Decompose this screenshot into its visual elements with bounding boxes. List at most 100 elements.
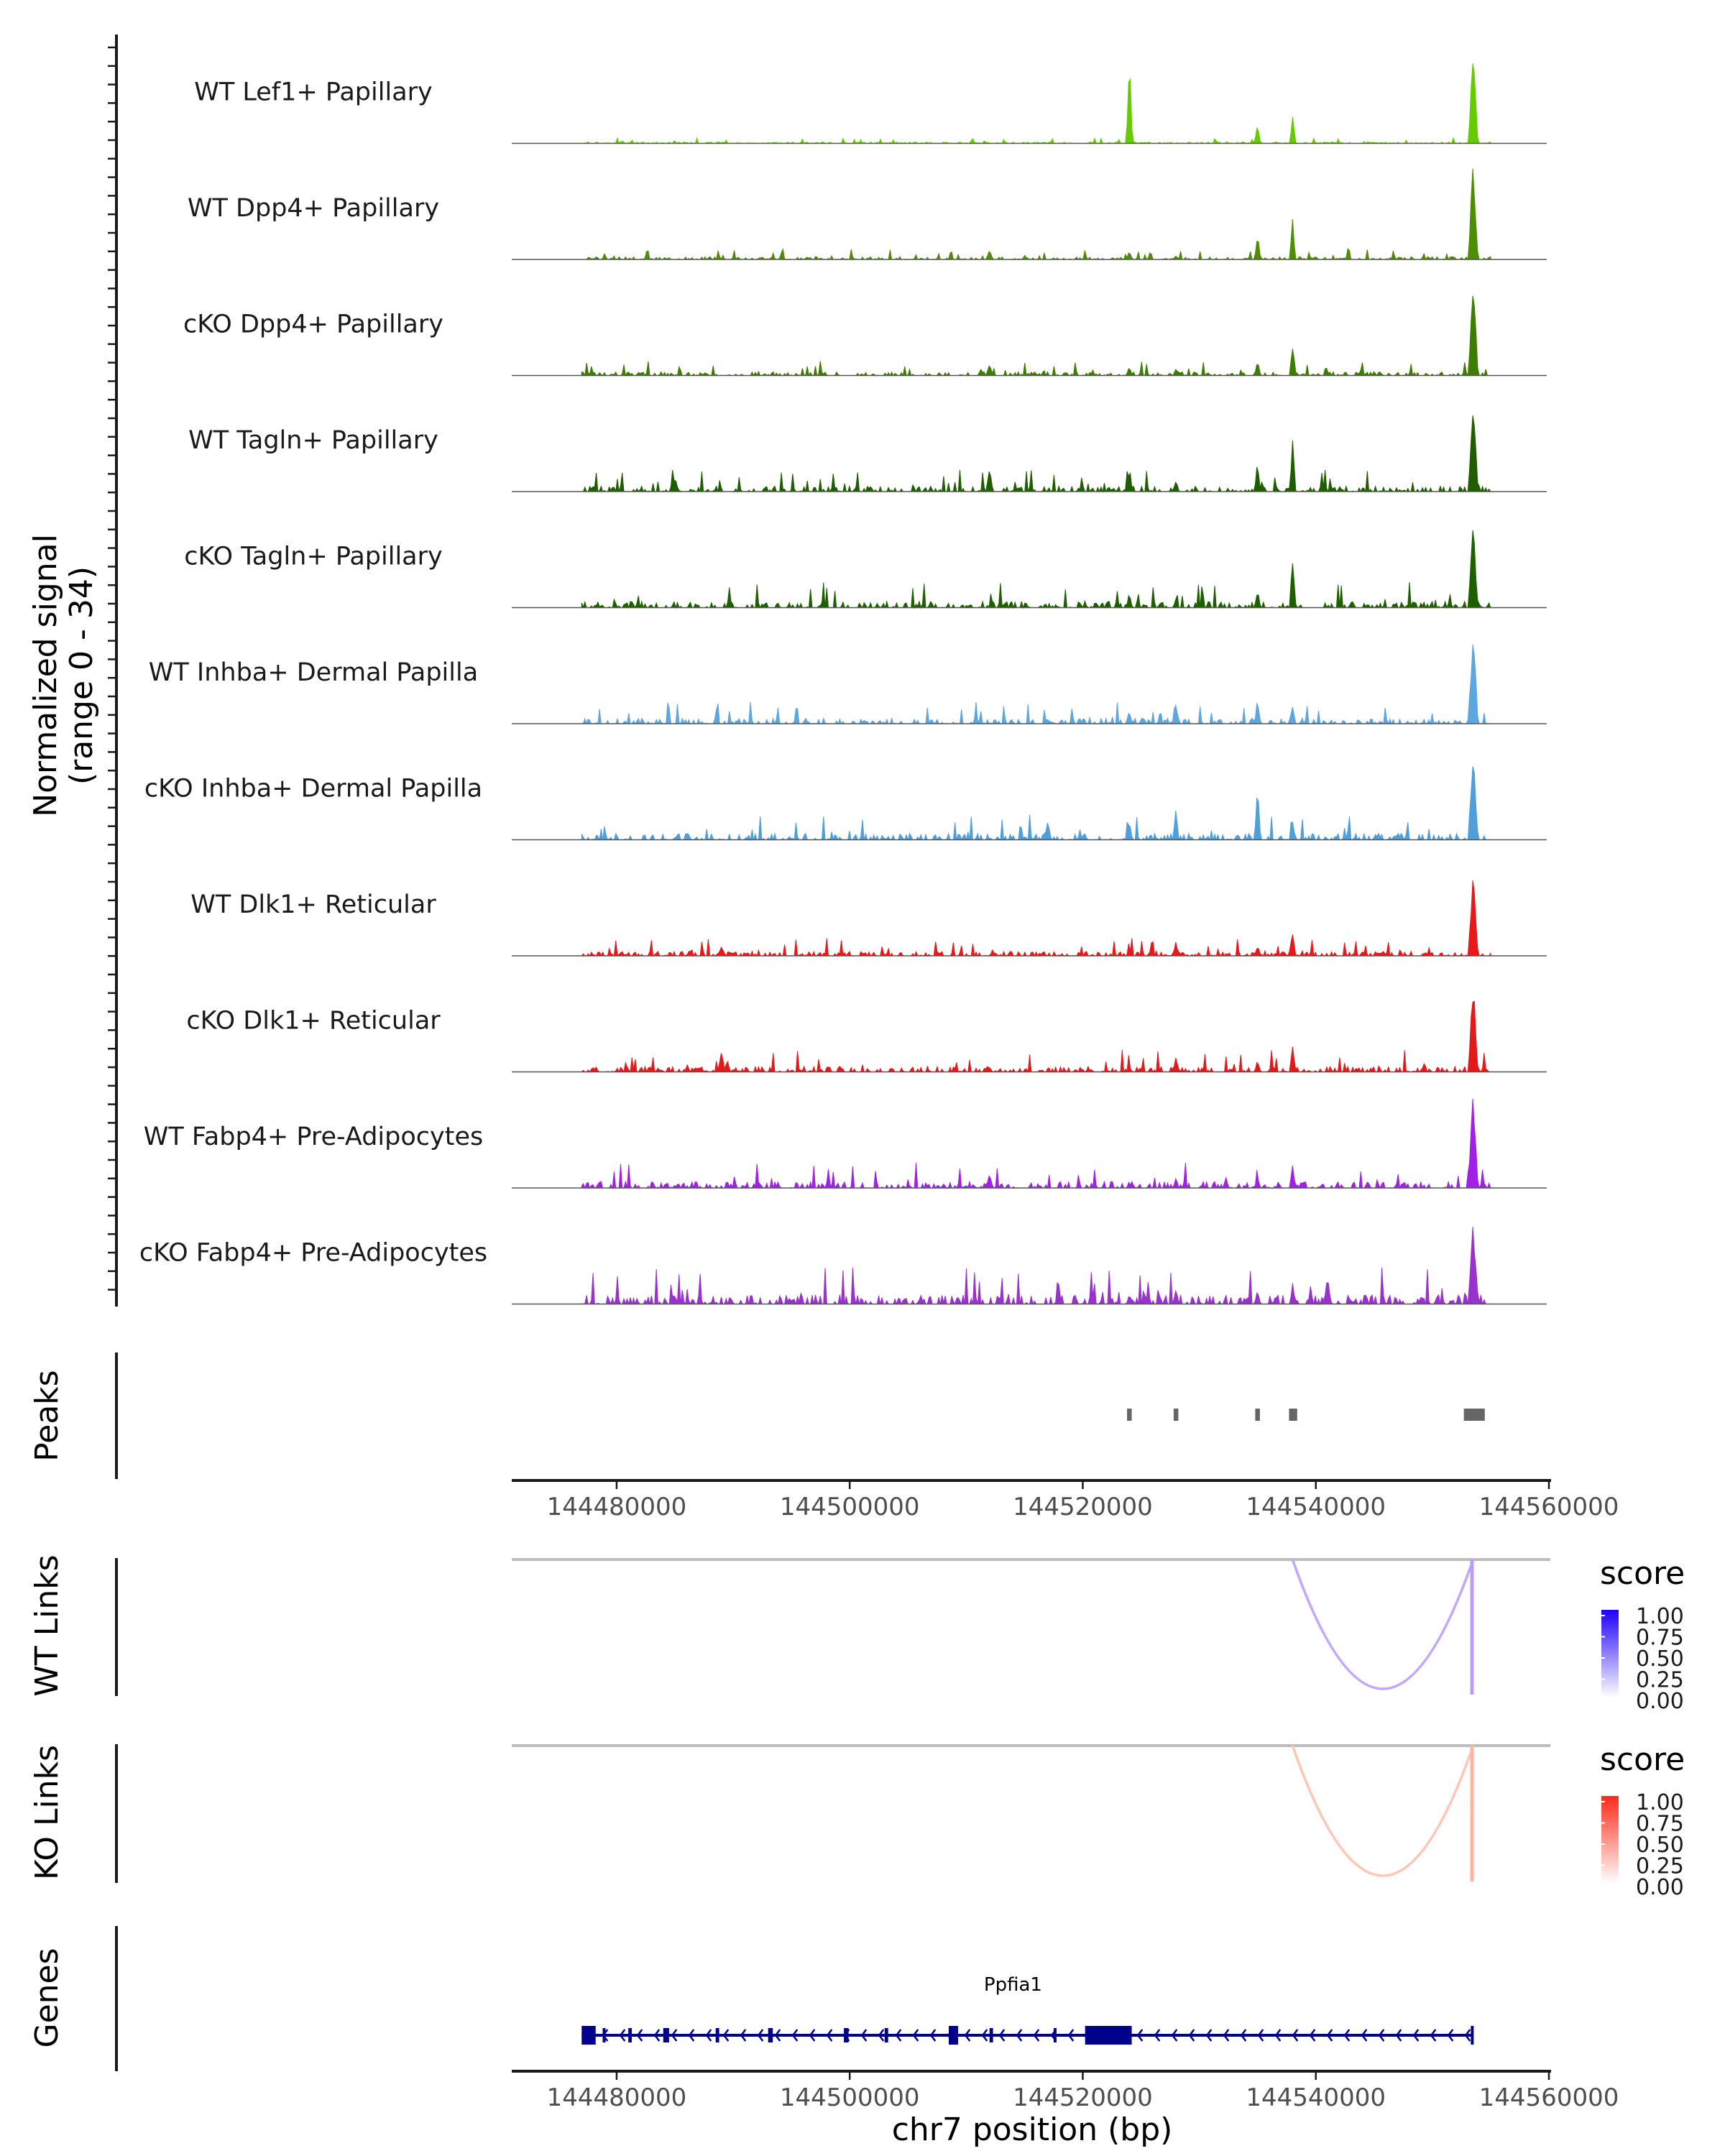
coverage-signal xyxy=(581,415,1491,493)
strand-arrow xyxy=(1223,2029,1230,2042)
gene-exon xyxy=(663,2028,669,2042)
legend-tick-label: 0.25 xyxy=(1636,1668,1684,1693)
legend-tick-label: 0.50 xyxy=(1636,1646,1684,1672)
peak-region xyxy=(1127,1409,1132,1421)
legend-title: score xyxy=(1600,1555,1685,1592)
strand-arrow xyxy=(1292,2029,1299,2042)
strand-arrow xyxy=(757,2029,764,2042)
coverage-track: cKO Tagln+ Papillary xyxy=(184,530,1547,609)
strand-arrow xyxy=(998,2029,1006,2042)
strand-arrow xyxy=(826,2029,833,2042)
strand-arrow xyxy=(860,2029,868,2042)
coverage-signal xyxy=(581,1098,1491,1189)
gene-exon xyxy=(602,2028,606,2042)
coverage-track: WT Inhba+ Dermal Papilla xyxy=(149,644,1547,725)
coverage-signal xyxy=(581,1000,1491,1074)
coverage-signal xyxy=(581,530,1491,609)
strand-arrow xyxy=(722,2029,730,2042)
strand-arrow xyxy=(1343,2029,1351,2042)
strand-arrow xyxy=(1067,2029,1075,2042)
coverage-signal xyxy=(581,295,1491,377)
legend-tick-label: 0.75 xyxy=(1636,1812,1684,1837)
coverage-signal xyxy=(581,168,1491,261)
peak-region xyxy=(1255,1409,1260,1421)
strand-arrow xyxy=(791,2029,799,2042)
legend-title: score xyxy=(1600,1741,1685,1778)
genes-label: Genes xyxy=(29,1948,65,2047)
track-label: WT Dpp4+ Papillary xyxy=(188,194,439,223)
coverage-ylabel-line1: Normalized signal xyxy=(27,534,64,817)
gene-exon xyxy=(884,2028,888,2042)
coverage-signal xyxy=(581,63,1491,144)
gene-exon xyxy=(844,2028,849,2042)
strand-arrow xyxy=(809,2029,816,2042)
coverage-signal xyxy=(581,1227,1491,1306)
genes-x-tick-label: 144480000 xyxy=(547,2083,687,2112)
legend-tick-label: 0.00 xyxy=(1636,1875,1684,1900)
strand-arrow xyxy=(1309,2029,1316,2042)
legend-tick-label: 0.25 xyxy=(1636,1854,1684,1879)
strand-arrow xyxy=(1412,2029,1420,2042)
strand-arrow xyxy=(1464,2029,1471,2042)
strand-arrow xyxy=(774,2029,781,2042)
strand-arrow xyxy=(1326,2029,1333,2042)
coverage-track: WT Dlk1+ Reticular xyxy=(190,880,1547,957)
peak-region xyxy=(1463,1409,1485,1421)
strand-arrow xyxy=(1361,2029,1368,2042)
links-label: WT Links xyxy=(29,1554,65,1696)
genes-x-tick-label: 144520000 xyxy=(1013,2083,1153,2112)
link-arc xyxy=(1291,1559,1475,1690)
peaks-x-tick-label: 144540000 xyxy=(1246,1493,1386,1521)
strand-arrow xyxy=(705,2029,712,2042)
coverage-track: WT Fabp4+ Pre-Adipocytes xyxy=(144,1098,1547,1189)
peaks-x-tick-label: 144480000 xyxy=(547,1493,687,1521)
strand-arrow xyxy=(1274,2029,1282,2042)
strand-arrow xyxy=(895,2029,902,2042)
strand-arrow xyxy=(878,2029,885,2042)
strand-arrow xyxy=(619,2029,626,2042)
strand-arrow xyxy=(1154,2029,1161,2042)
links-label: KO Links xyxy=(29,1745,65,1880)
track-label: cKO Dlk1+ Reticular xyxy=(186,1007,441,1036)
peaks-x-tick-label: 144560000 xyxy=(1479,1493,1619,1521)
link-arc xyxy=(1291,1745,1475,1877)
strand-arrow xyxy=(1447,2029,1454,2042)
gene-exon xyxy=(1085,2026,1132,2045)
gene-exon xyxy=(628,2028,632,2042)
gene-name: Ppfia1 xyxy=(984,1974,1042,1996)
peaks-label: Peaks xyxy=(29,1370,65,1461)
coverage-signal xyxy=(581,880,1491,957)
gene-exon xyxy=(768,2028,773,2042)
legend-tick-label: 0.50 xyxy=(1636,1833,1684,1858)
gene-exon xyxy=(949,2026,958,2045)
strand-arrow xyxy=(671,2029,678,2042)
coverage-track: cKO Dlk1+ Reticular xyxy=(186,1000,1547,1074)
legend-tick-label: 1.00 xyxy=(1636,1604,1684,1629)
strand-arrow xyxy=(929,2029,937,2042)
genes-x-tick-label: 144540000 xyxy=(1246,2083,1386,2112)
track-label: WT Fabp4+ Pre-Adipocytes xyxy=(144,1123,483,1151)
strand-arrow xyxy=(1136,2029,1144,2042)
strand-arrow xyxy=(1378,2029,1385,2042)
strand-arrow xyxy=(740,2029,747,2042)
coverage-track: WT Lef1+ Papillary xyxy=(194,63,1547,144)
gene-exon xyxy=(989,2028,993,2042)
legend-tick-label: 0.00 xyxy=(1636,1689,1684,1714)
strand-arrow xyxy=(1430,2029,1437,2042)
strand-arrow xyxy=(1205,2029,1213,2042)
peaks-x-tick-label: 144520000 xyxy=(1013,1493,1153,1521)
x-axis-title: chr7 position (bp) xyxy=(892,2111,1173,2148)
track-label: WT Dlk1+ Reticular xyxy=(190,890,436,919)
links-track: WT Links score 1.000.750.500.250.00 xyxy=(29,1554,1685,1714)
peaks-x-tick-label: 144500000 xyxy=(780,1493,920,1521)
track-label: cKO Dpp4+ Papillary xyxy=(183,310,443,339)
links-track: KO Links score 1.000.750.500.250.00 xyxy=(29,1741,1685,1900)
strand-arrow xyxy=(1171,2029,1178,2042)
strand-arrow xyxy=(636,2029,643,2042)
coverage-signal xyxy=(581,644,1491,725)
strand-arrow xyxy=(688,2029,695,2042)
track-label: cKO Fabp4+ Pre-Adipocytes xyxy=(139,1239,487,1268)
strand-arrow xyxy=(1395,2029,1402,2042)
